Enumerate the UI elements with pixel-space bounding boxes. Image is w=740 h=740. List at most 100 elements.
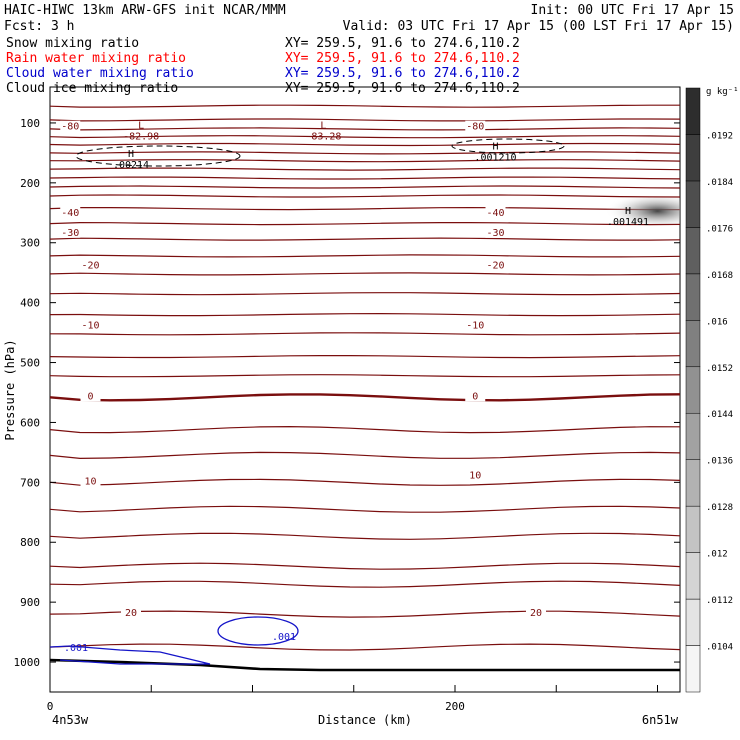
isotherm-line	[49, 221, 681, 226]
snow-shading	[605, 198, 680, 224]
extremum-value: -82.98	[123, 132, 159, 143]
colorbar-tick-label: .0184	[706, 178, 733, 188]
field-label: Cloud water mixing ratio	[6, 66, 194, 81]
isotherm-line	[49, 159, 681, 163]
y-tick-label: 100	[20, 117, 40, 130]
contour-label: -10	[466, 321, 484, 332]
isotherm-line	[49, 532, 681, 540]
contour-label-bg	[80, 390, 101, 402]
colorbar-tick-label: .0192	[706, 131, 733, 141]
contour-label-bg	[465, 319, 486, 331]
contour-label-bg	[465, 120, 486, 132]
contour-label-bg	[465, 390, 486, 402]
extremum-marker: L	[320, 121, 326, 132]
colorbar-units: g kg⁻¹	[706, 87, 739, 97]
contour-label: -20	[486, 261, 504, 272]
contour-label-bg	[465, 469, 486, 481]
colorbar-cell	[685, 320, 701, 368]
contour-label-bg	[60, 226, 81, 238]
isotherm-line	[49, 374, 681, 378]
contour-label-bg	[60, 206, 81, 218]
cloud-ice-contour	[451, 138, 565, 154]
contour-label: -30	[486, 228, 504, 239]
field-xy: XY= 259.5, 91.6 to 274.6,110.2	[285, 81, 520, 96]
x-endpoint-right: 6n51w	[642, 713, 679, 727]
y-tick-label: 700	[20, 476, 40, 489]
isotherm-line	[49, 237, 681, 241]
isotherm-line	[49, 272, 681, 276]
field-legend: Snow mixing ratio XY= 259.5, 91.6 to 274.…	[6, 36, 520, 96]
isotherm-line	[49, 425, 681, 434]
cloud-water-label: .001	[272, 632, 296, 643]
y-tick-label: 500	[20, 357, 40, 370]
contour-label-bg	[485, 226, 506, 238]
colorbar-tick-label: .0176	[706, 224, 733, 234]
cloud-ice-contour	[75, 145, 241, 167]
isotherm-line	[49, 254, 681, 258]
y-tick-label: 1000	[14, 656, 41, 669]
contour-label-bg	[485, 259, 506, 271]
isotherm-line	[49, 332, 681, 336]
x-axis-label: Distance (km)	[318, 713, 412, 727]
contour-label: 10	[84, 476, 96, 487]
field-label: Rain water mixing ratio	[6, 51, 186, 66]
isotherm-line	[49, 151, 681, 155]
isotherm-line	[49, 176, 681, 180]
isotherm-line	[49, 643, 681, 651]
contour-label: -10	[81, 321, 99, 332]
contour-label: -80	[466, 122, 484, 133]
colorbar-tick-label: .0144	[706, 410, 733, 420]
isotherm-line	[49, 505, 681, 513]
colorbar-tick-label: .0136	[706, 457, 733, 467]
header-title: HAIC-HIWC 13km ARW-GFS init NCAR/MMM	[4, 3, 286, 18]
y-tick-label: 200	[20, 177, 40, 190]
field-xy: XY= 259.5, 91.6 to 274.6,110.2	[285, 51, 520, 66]
extremum-marker: L	[138, 121, 144, 132]
colorbar-cell	[685, 598, 701, 646]
isotherm-line	[49, 142, 681, 147]
contour-label: -20	[81, 261, 99, 272]
contour-layer: -80 -80 -40 -40 -30 -30 -20 -20 -10 -10 0 0 10 10 20 20…	[49, 104, 681, 672]
contour-label: 0	[472, 391, 478, 402]
x-tick-label: 0	[47, 700, 54, 713]
colorbar-tick-label: .0152	[706, 364, 733, 374]
y-tick-label: 900	[20, 596, 40, 609]
contour-label-bg	[121, 607, 141, 619]
isotherm-line	[49, 185, 681, 189]
isotherm-line	[49, 580, 681, 588]
y-tick-label: 600	[20, 416, 40, 429]
contour-label-bg	[80, 475, 101, 487]
isotherm-line	[49, 127, 681, 131]
y-axis-label: Pressure (hPa)	[3, 339, 17, 440]
contour-label: -40	[486, 208, 504, 219]
colorbar-cell	[685, 412, 701, 460]
extremum-value: .001210	[474, 153, 516, 164]
isotherm-line	[49, 562, 681, 570]
colorbar-cell	[685, 180, 701, 228]
y-tick-label: 300	[20, 237, 40, 250]
colorbar-cell	[685, 273, 701, 321]
isotherm-line	[49, 312, 681, 317]
colorbar-tick-label: .012	[706, 550, 728, 560]
contour-label: 10	[469, 470, 481, 481]
cloud-water-contour	[49, 645, 211, 665]
contour-label: 20	[530, 608, 542, 619]
colorbar-cell	[685, 134, 701, 182]
extremum-value: -83.28	[305, 132, 341, 143]
plot-frame	[49, 86, 681, 693]
isotherm-line	[49, 610, 681, 618]
header-init: Init: 00 UTC Fri 17 Apr 15	[531, 3, 735, 18]
contour-label: -80	[61, 122, 79, 133]
isotherm-line	[49, 478, 681, 486]
cloud-water-label: .001	[64, 643, 88, 654]
colorbar-tick-label: .0104	[706, 643, 733, 653]
contour-label: -40	[61, 208, 79, 219]
extremum-marker: H	[625, 206, 631, 217]
cloud-water-contour	[217, 616, 299, 646]
colorbar-cell	[685, 366, 701, 414]
colorbar-tick-label: .0112	[706, 596, 733, 606]
isotherm-line	[49, 167, 681, 171]
colorbar-tick-label: .0128	[706, 503, 733, 513]
